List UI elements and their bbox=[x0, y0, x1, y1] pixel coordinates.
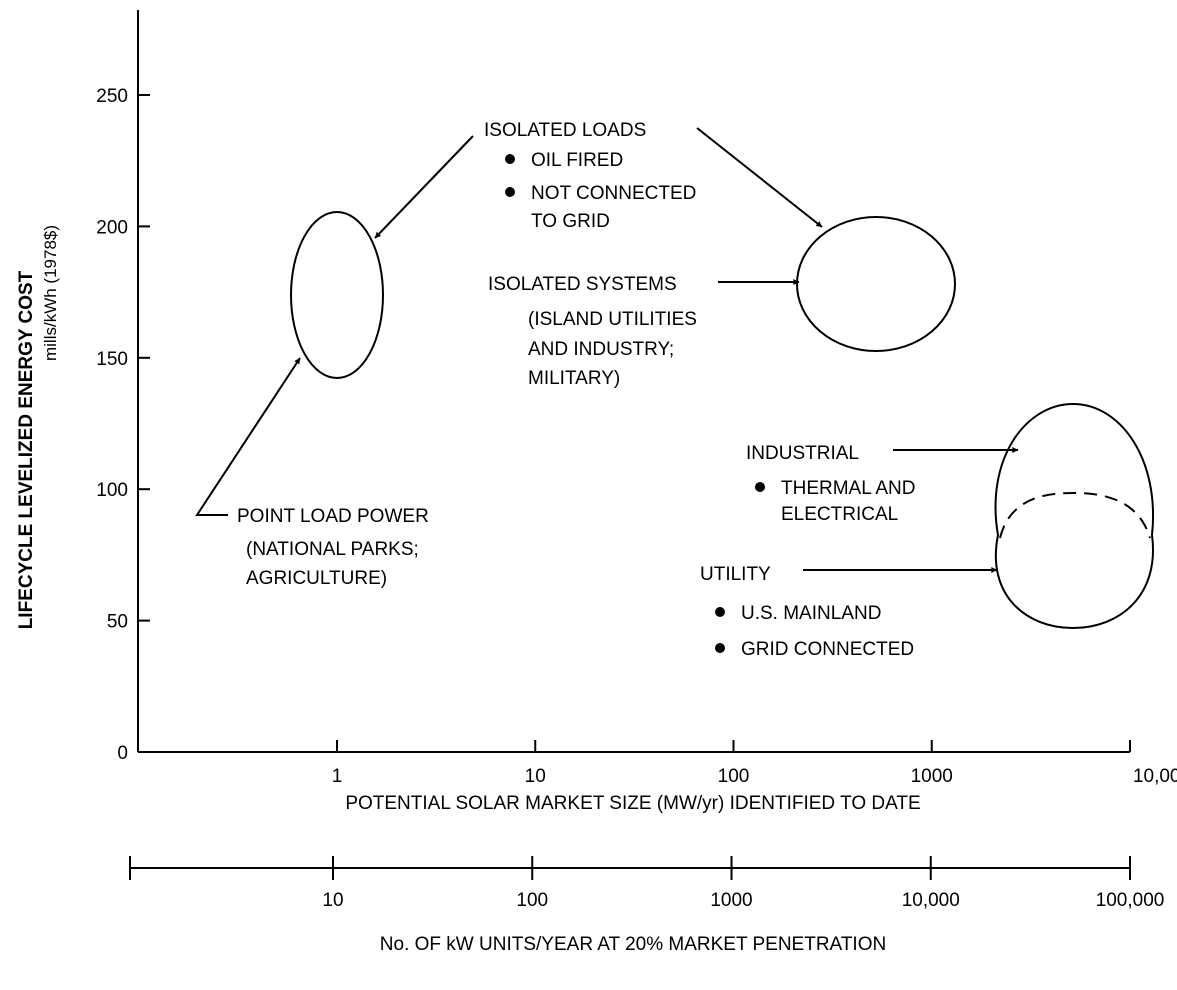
y-axis-ticks: 0 50 100 150 200 250 bbox=[96, 86, 150, 764]
point-load-line-1: (NATIONAL PARKS; bbox=[246, 539, 419, 560]
isolated-systems-line-2: AND INDUSTRY; bbox=[528, 339, 674, 360]
y-tick-label: 50 bbox=[107, 612, 128, 633]
secondary-x-tick-label: 10,000 bbox=[902, 890, 960, 911]
secondary-x-tick-label: 100,000 bbox=[1096, 890, 1165, 911]
isolated-loads-bullet-2: NOT CONNECTED bbox=[531, 183, 696, 204]
isolated-systems-line-3: MILITARY) bbox=[528, 368, 620, 389]
point-load-region bbox=[290, 211, 384, 379]
point-load-title: POINT LOAD POWER bbox=[237, 506, 429, 527]
isolated-systems-region bbox=[796, 216, 956, 352]
secondary-x-tick-label: 100 bbox=[516, 890, 548, 911]
bullet-icon bbox=[755, 482, 765, 492]
utility-title: UTILITY bbox=[700, 564, 771, 585]
industrial-title: INDUSTRIAL bbox=[746, 443, 859, 464]
isolated-systems-line-1: (ISLAND UTILITIES bbox=[528, 309, 697, 330]
industrial-bullet-1-cont: ELECTRICAL bbox=[781, 504, 898, 525]
y-tick-label: 200 bbox=[96, 217, 128, 238]
y-axis-unit: mills/kWh (1978$) bbox=[41, 225, 60, 361]
industrial-utility-divider bbox=[999, 491, 1151, 539]
utility-bullet-1: U.S. MAINLAND bbox=[741, 603, 881, 624]
x-tick-label: 10 bbox=[525, 766, 546, 787]
y-tick-label: 0 bbox=[117, 743, 128, 764]
isolated-loads-title: ISOLATED LOADS bbox=[484, 120, 646, 141]
y-axis-title: LIFECYCLE LEVELIZED ENERGY COST bbox=[16, 270, 37, 629]
x-tick-label: 10,000 bbox=[1133, 766, 1177, 787]
y-tick-label: 250 bbox=[96, 86, 128, 107]
secondary-x-tick-label: 10 bbox=[322, 890, 343, 911]
y-tick-label: 150 bbox=[96, 349, 128, 370]
bullet-icon bbox=[715, 643, 725, 653]
industrial-bullet-1: THERMAL AND bbox=[781, 478, 915, 499]
isolated-loads-arrow-right bbox=[696, 127, 823, 228]
point-load-leader bbox=[195, 357, 301, 516]
bullet-icon bbox=[505, 187, 515, 197]
secondary-x-axis-ticks: 10 100 1000 10,000 100,000 bbox=[322, 856, 1164, 911]
isolated-loads-bullet-1: OIL FIRED bbox=[531, 150, 623, 171]
x-tick-label: 100 bbox=[718, 766, 750, 787]
isolated-loads-bullet-2-cont: TO GRID bbox=[531, 211, 610, 232]
industrial-utility-region bbox=[994, 402, 1155, 630]
point-load-line-2: AGRICULTURE) bbox=[246, 568, 387, 589]
x-tick-label: 1 bbox=[332, 766, 343, 787]
secondary-x-tick-label: 1000 bbox=[710, 890, 752, 911]
bullet-icon bbox=[505, 154, 515, 164]
secondary-x-axis-title: No. OF kW UNITS/YEAR AT 20% MARKET PENET… bbox=[380, 934, 886, 955]
utility-bullet-2: GRID CONNECTED bbox=[741, 639, 914, 660]
x-axis-title: POTENTIAL SOLAR MARKET SIZE (MW/yr) IDEN… bbox=[345, 793, 920, 814]
y-tick-label: 100 bbox=[96, 480, 128, 501]
x-tick-label: 1000 bbox=[911, 766, 953, 787]
x-axis-ticks: 1 10 100 1000 10,000 bbox=[332, 740, 1177, 787]
isolated-systems-title: ISOLATED SYSTEMS bbox=[488, 274, 677, 295]
isolated-loads-arrow-left bbox=[374, 135, 474, 239]
bullet-icon bbox=[715, 607, 725, 617]
